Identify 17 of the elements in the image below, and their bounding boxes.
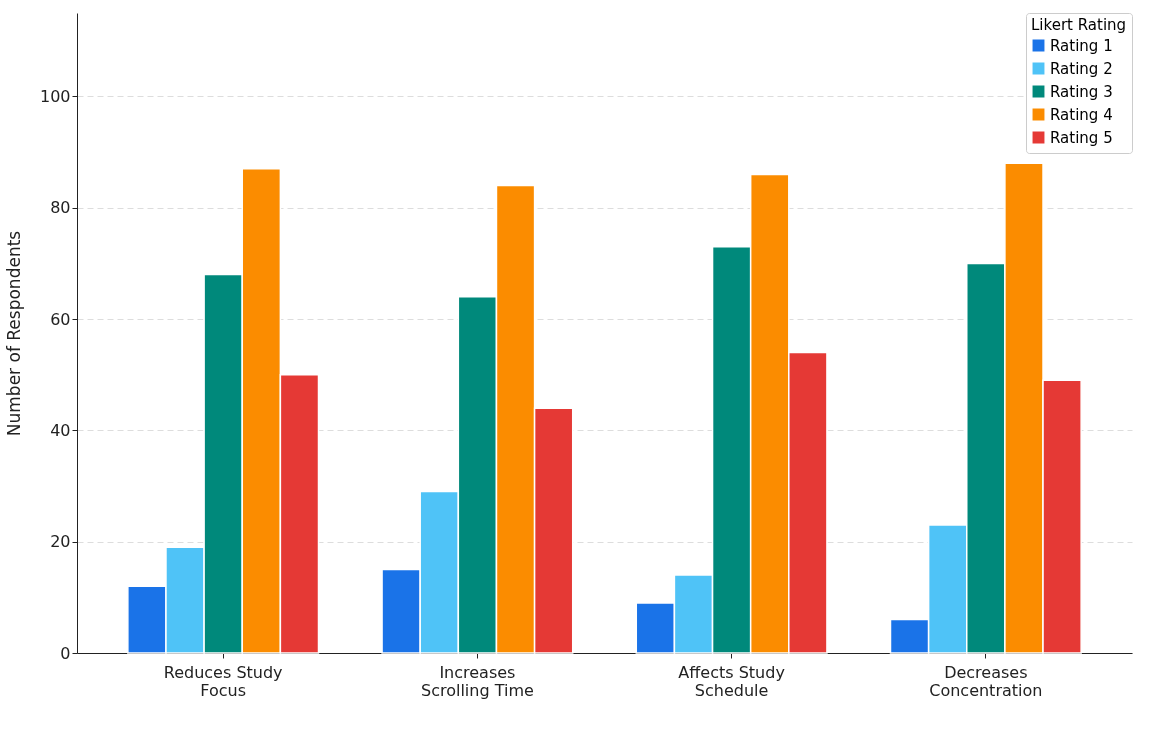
y-tick-label: 40 <box>50 420 71 440</box>
x-tick-label: Decreases Concentration <box>929 662 1043 700</box>
legend-title: Likert Rating <box>1031 16 1127 34</box>
legend-label: Rating 2 <box>1050 59 1113 78</box>
legend-label: Rating 1 <box>1050 36 1113 55</box>
legend-label: Rating 4 <box>1050 105 1113 124</box>
y-tick-label: 20 <box>50 532 71 552</box>
y-axis-title: Number of Respondents <box>3 230 24 437</box>
y-tick-label: 80 <box>50 198 71 218</box>
y-tick-label: 60 <box>50 309 71 329</box>
x-tick-label: Reduces Study Focus <box>163 662 283 700</box>
x-tick-label: Affects Study Schedule <box>678 662 785 700</box>
legend-label: Rating 3 <box>1050 82 1113 101</box>
legend-label: Rating 5 <box>1050 128 1113 147</box>
y-tick-label: 0 <box>60 643 71 663</box>
x-tick-label: Increases Scrolling Time <box>420 662 534 700</box>
y-tick-label: 100 <box>39 86 71 106</box>
